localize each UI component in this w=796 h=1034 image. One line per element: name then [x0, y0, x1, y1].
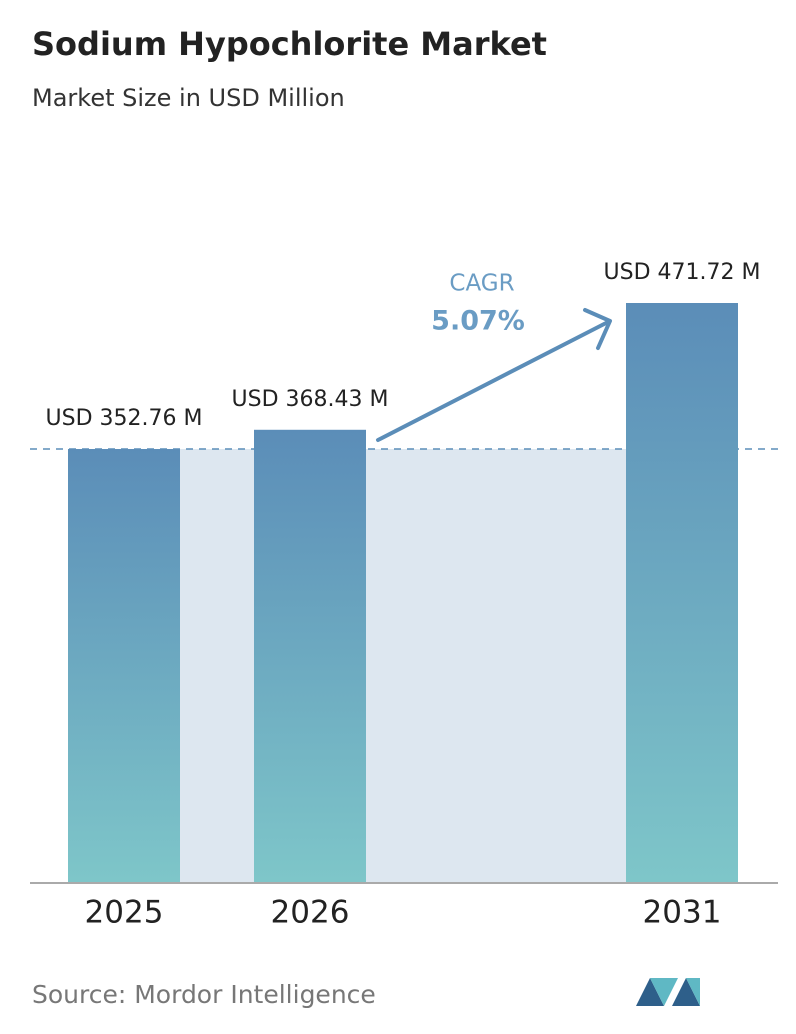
value-label: USD 352.76 M	[46, 406, 203, 431]
value-label: USD 471.72 M	[604, 260, 761, 285]
cagr-label: CAGR	[449, 271, 514, 297]
bar	[626, 303, 738, 882]
value-label: USD 368.43 M	[232, 387, 389, 412]
chart-title: Sodium Hypochlorite Market	[32, 25, 547, 63]
x-tick-label: 2031	[643, 895, 722, 931]
cagr-arrow	[376, 308, 612, 442]
chart-subtitle: Market Size in USD Million	[32, 84, 345, 112]
x-tick-label: 2026	[271, 895, 350, 931]
bar	[254, 429, 366, 882]
source: Source: Mordor Intelligence	[32, 980, 376, 1009]
bar	[68, 449, 180, 882]
logo	[636, 978, 700, 1006]
cagr-value: 5.07%	[431, 306, 525, 337]
x-tick-label: 2025	[85, 895, 164, 931]
